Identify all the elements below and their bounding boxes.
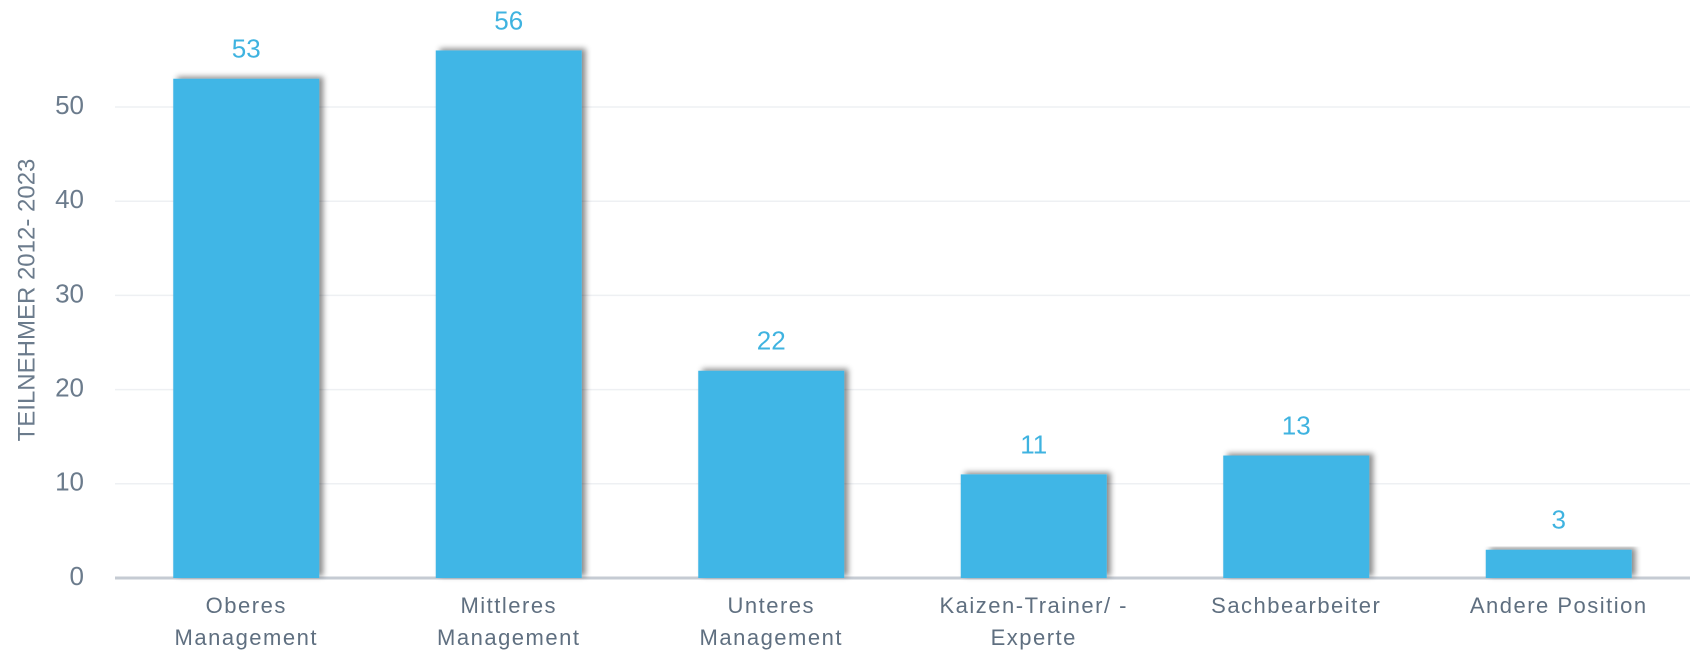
- bar: [698, 370, 845, 578]
- bar: [1485, 549, 1632, 578]
- y-tick-label: 30: [55, 278, 84, 308]
- y-tick-label: 10: [55, 467, 84, 497]
- y-tick-label: 0: [70, 561, 84, 591]
- bar: [173, 78, 320, 579]
- data-label: 53: [232, 34, 261, 64]
- data-label: 3: [1552, 505, 1566, 535]
- x-tick-label: Andere Position: [1469, 593, 1648, 618]
- bar: [960, 474, 1107, 578]
- data-label: 11: [1020, 429, 1047, 459]
- x-tick-label: Oberes Management: [174, 593, 318, 650]
- data-label: 13: [1282, 410, 1311, 440]
- y-axis-title: TEILNEHMER 2012- 2023: [13, 159, 40, 442]
- data-label: 56: [494, 5, 523, 35]
- bar: [435, 50, 582, 579]
- y-tick-label: 40: [55, 184, 84, 214]
- x-tick-label: Mittleres Management: [437, 593, 581, 650]
- data-label: 22: [757, 326, 786, 356]
- x-tick-label: Sachbearbeiter: [1211, 593, 1382, 618]
- x-tick-label: Kaizen-Trainer/ -Experte: [939, 593, 1128, 650]
- y-tick-label: 50: [55, 90, 84, 120]
- bar: [1223, 455, 1370, 578]
- y-tick-label: 20: [55, 372, 84, 402]
- x-tick-label: Unteres Management: [699, 593, 843, 650]
